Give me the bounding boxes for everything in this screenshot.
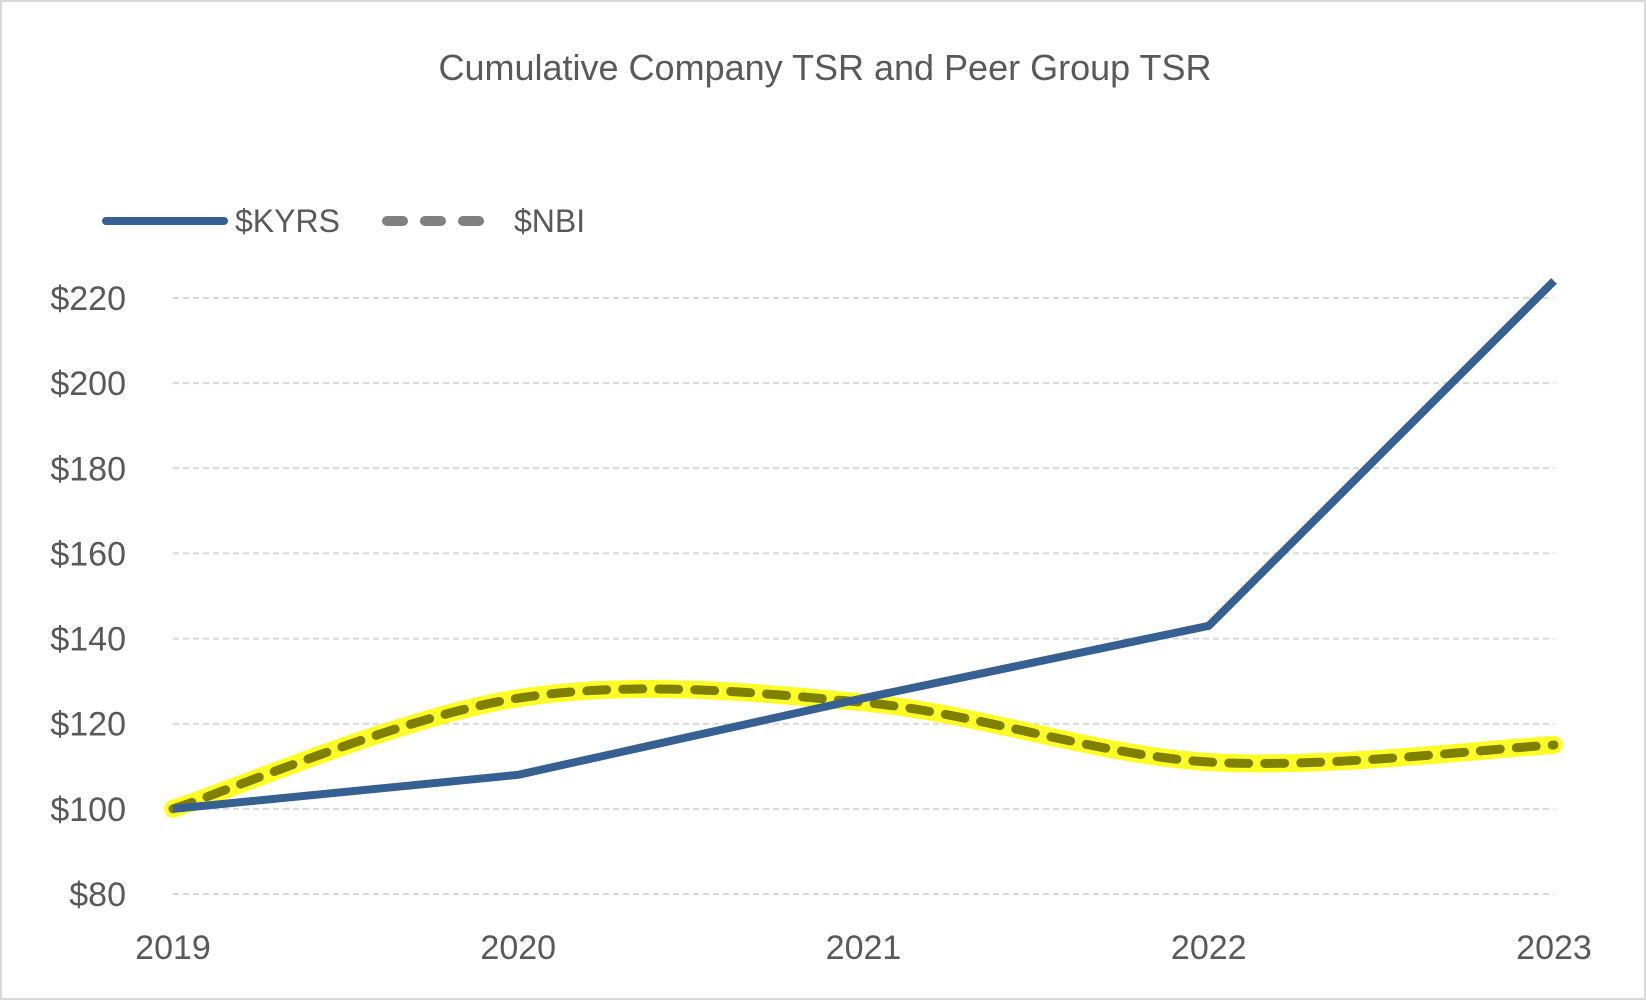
y-tick-label: $80 xyxy=(69,876,126,914)
x-tick-label: 2023 xyxy=(1516,929,1592,967)
x-tick-label: 2020 xyxy=(480,929,556,967)
legend-label-kyrs: $KYRS xyxy=(235,203,340,239)
legend-label-nbi: $NBI xyxy=(514,203,585,239)
x-tick-label: 2022 xyxy=(1171,929,1247,967)
chart-title: Cumulative Company TSR and Peer Group TS… xyxy=(438,47,1211,88)
y-tick-label: $220 xyxy=(50,280,126,318)
legend: $KYRS $NBI xyxy=(102,203,585,239)
y-tick-label: $100 xyxy=(50,791,126,829)
y-tick-label: $140 xyxy=(50,621,126,659)
y-tick-label: $120 xyxy=(50,706,126,744)
y-tick-label: $200 xyxy=(50,365,126,403)
x-tick-label: 2019 xyxy=(135,929,211,967)
y-tick-label: $180 xyxy=(50,450,126,488)
series-line-kyrs xyxy=(172,278,1557,813)
x-tick-label: 2021 xyxy=(826,929,902,967)
y-tick-label: $160 xyxy=(50,535,126,573)
series-line-nbi xyxy=(168,684,1559,814)
